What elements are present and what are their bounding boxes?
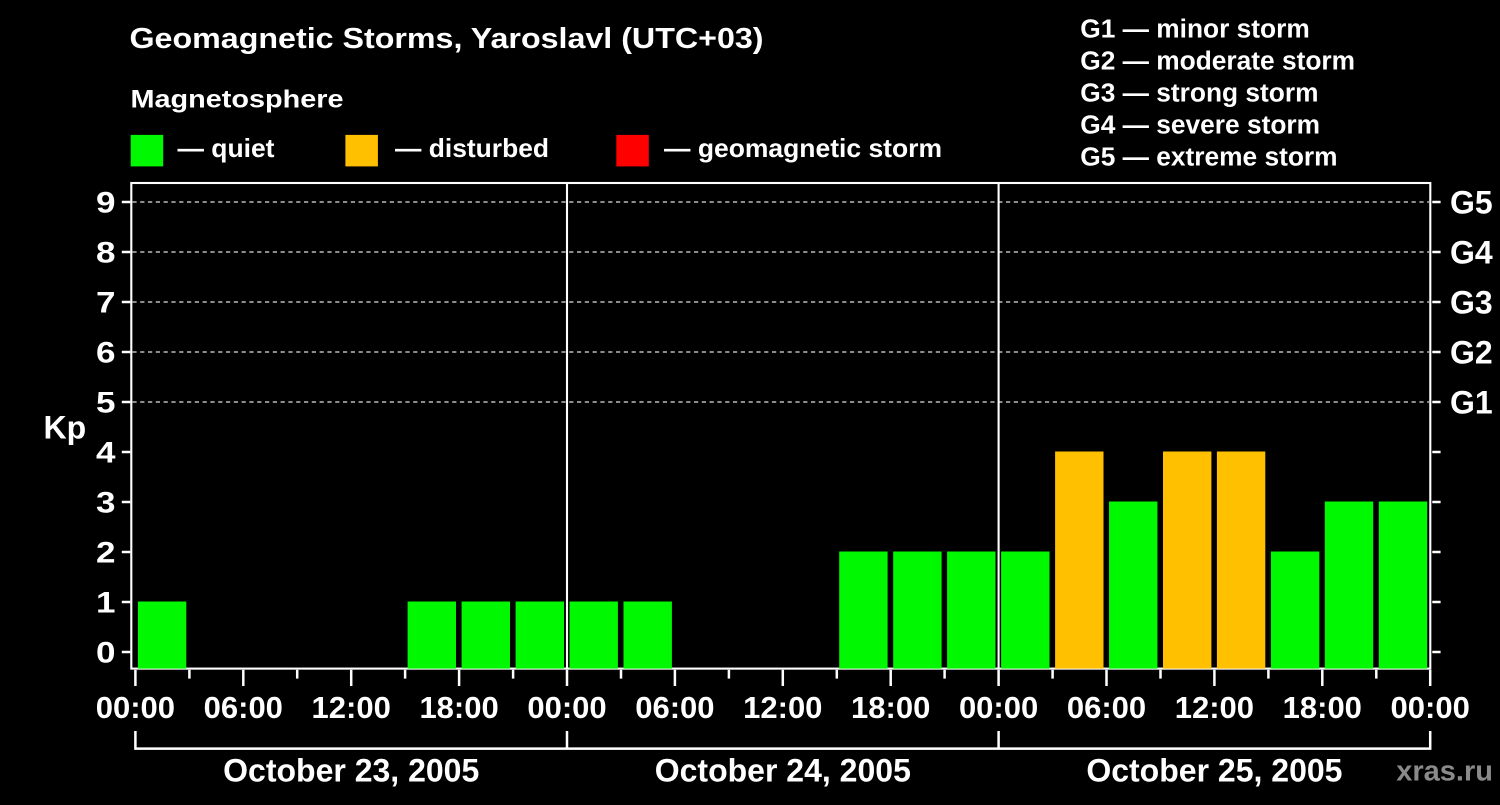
svg-text:6: 6 [96,337,116,370]
svg-text:00:00: 00:00 [959,690,1038,725]
svg-text:00:00: 00:00 [527,690,606,725]
svg-text:G4 — severe storm: G4 — severe storm [1080,109,1320,139]
svg-text:G2: G2 [1450,334,1493,370]
svg-text:12:00: 12:00 [743,690,822,725]
svg-text:06:00: 06:00 [635,690,714,725]
svg-text:8: 8 [96,237,116,270]
svg-text:October 23, 2005: October 23, 2005 [223,753,479,789]
svg-text:October 25, 2005: October 25, 2005 [1086,753,1342,789]
svg-text:xras.ru: xras.ru [1396,756,1493,788]
svg-text:— disturbed: — disturbed [395,133,549,163]
svg-text:— geomagnetic storm: — geomagnetic storm [664,133,942,163]
svg-text:00:00: 00:00 [96,690,175,725]
svg-text:18:00: 18:00 [419,690,498,725]
svg-text:06:00: 06:00 [1067,690,1146,725]
svg-text:18:00: 18:00 [1283,690,1362,725]
svg-text:0: 0 [96,637,116,670]
svg-text:G4: G4 [1450,234,1493,270]
svg-text:2: 2 [96,537,116,570]
svg-text:12:00: 12:00 [312,690,391,725]
svg-text:G5 — extreme storm: G5 — extreme storm [1080,141,1337,171]
svg-text:G5: G5 [1450,184,1493,220]
svg-text:Magnetosphere: Magnetosphere [131,86,344,114]
svg-text:G3 — strong storm: G3 — strong storm [1080,77,1318,107]
svg-text:G3: G3 [1450,284,1493,320]
svg-text:9: 9 [96,187,116,220]
svg-text:06:00: 06:00 [204,690,283,725]
svg-text:1: 1 [96,587,116,620]
svg-text:G1: G1 [1450,384,1493,420]
svg-text:3: 3 [96,487,116,520]
svg-text:— quiet: — quiet [178,133,275,163]
svg-text:4: 4 [96,437,116,470]
svg-text:Geomagnetic Storms, Yaroslavl: Geomagnetic Storms, Yaroslavl (UTC+03) [130,23,764,55]
svg-text:Kp: Kp [44,410,87,446]
svg-text:5: 5 [96,387,116,420]
svg-text:00:00: 00:00 [1391,690,1470,725]
svg-text:7: 7 [96,287,116,320]
svg-text:October 24, 2005: October 24, 2005 [655,753,911,789]
svg-text:12:00: 12:00 [1175,690,1254,725]
svg-text:18:00: 18:00 [851,690,930,725]
svg-text:G2 — moderate storm: G2 — moderate storm [1080,45,1355,75]
svg-text:G1 — minor storm: G1 — minor storm [1080,13,1309,43]
